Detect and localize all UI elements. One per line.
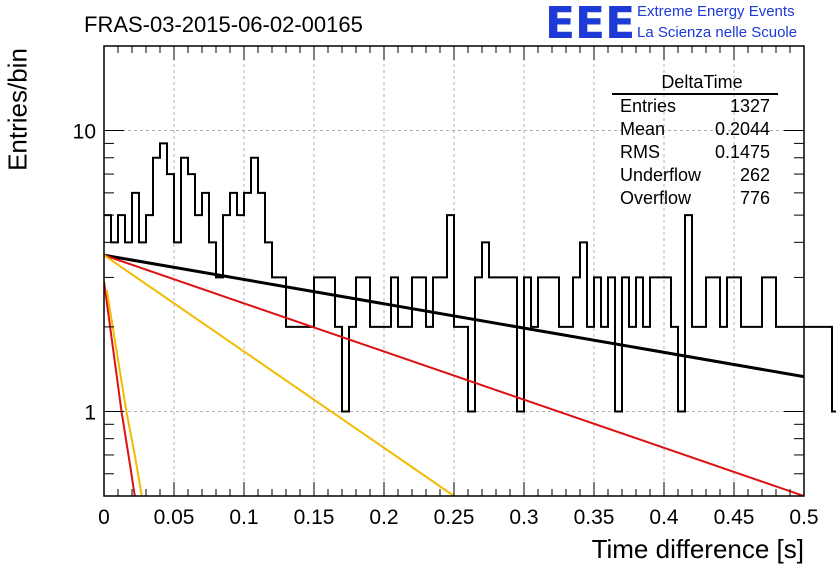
stats-label: RMS <box>620 142 660 162</box>
stats-row: Entries 1327 <box>612 95 778 118</box>
x-tick-label: 0.3 <box>509 506 538 529</box>
x-tick-label: 0.5 <box>789 506 818 529</box>
stats-row: RMS 0.1475 <box>612 141 778 164</box>
x-tick-label: 0.4 <box>649 506 679 529</box>
stats-label: Overflow <box>620 188 692 208</box>
fit-line <box>104 254 804 496</box>
eee-logo: EEE <box>545 0 636 49</box>
stats-label: Mean <box>620 119 666 139</box>
x-tick-label: 0.1 <box>229 506 258 529</box>
chart-title: FRAS-03-2015-06-02-00165 <box>84 12 363 37</box>
stats-value: 1327 <box>729 96 770 116</box>
x-tick-label: 0.05 <box>154 506 195 529</box>
fit-line <box>105 290 143 496</box>
logo-subtitle-line1: Extreme Energy Events <box>637 3 795 20</box>
fit-line <box>104 281 136 496</box>
x-tick-label: 0.15 <box>294 506 335 529</box>
stats-value: 776 <box>739 188 770 208</box>
histogram-series <box>104 142 836 413</box>
y-tick-label: 10 <box>73 121 96 144</box>
x-axis-label: Time difference [s] <box>591 534 804 564</box>
stats-row: Underflow 262 <box>612 164 778 187</box>
fit-line <box>104 253 804 379</box>
x-tick-label: 0.2 <box>369 506 398 529</box>
stats-label: Underflow <box>620 165 702 185</box>
stats-row: Mean 0.2044 <box>612 118 778 141</box>
y-axis-label: Entries/bin <box>2 48 33 171</box>
stats-title: DeltaTime <box>612 72 778 95</box>
logo-subtitle-line2: La Scienza nelle Scuole <box>637 24 798 41</box>
stats-value: 0.2044 <box>714 119 770 139</box>
x-tick-label: 0.35 <box>574 506 615 529</box>
y-tick-label: 1 <box>84 401 96 424</box>
stats-box: DeltaTime Entries 1327 Mean 0.2044 RMS 0.14… <box>612 72 778 210</box>
stats-value: 0.1475 <box>714 142 770 162</box>
stats-row: Overflow 776 <box>612 187 778 210</box>
stats-label: Entries <box>620 96 677 116</box>
x-tick-label: 0.45 <box>714 506 755 529</box>
x-tick-label: 0.25 <box>434 506 475 529</box>
fit-line <box>104 254 455 496</box>
stats-value: 262 <box>739 165 770 185</box>
x-tick-label: 0 <box>98 506 110 529</box>
